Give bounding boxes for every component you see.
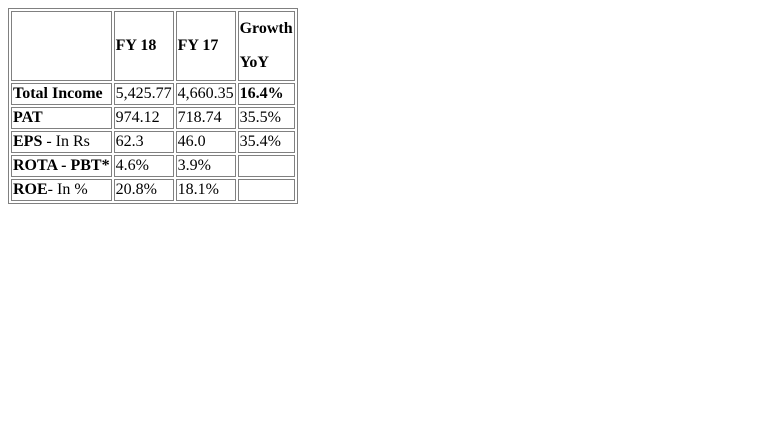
header-fy17: FY 17 <box>175 11 236 81</box>
table-row: ROE- In % 20.8% 18.1% <box>11 179 295 201</box>
cell-growth <box>237 179 295 201</box>
cell-fy17: 718.74 <box>175 107 236 129</box>
cell-fy17: 46.0 <box>175 131 236 153</box>
header-growth-yoy: Growth YoY <box>237 11 295 81</box>
row-label-bold: ROTA - PBT* <box>13 157 110 174</box>
table-row: Total Income 5,425.77 4,660.35 16.4% <box>11 83 295 105</box>
cell-fy18: 974.12 <box>113 107 174 129</box>
cell-growth: 35.4% <box>237 131 295 153</box>
table-header-row: FY 18 FY 17 Growth YoY <box>11 11 295 81</box>
cell-fy18: 4.6% <box>113 155 174 177</box>
table-row: PAT 974.12 718.74 35.5% <box>11 107 295 129</box>
row-label-rest: - In % <box>47 181 88 198</box>
table-row: EPS - In Rs 62.3 46.0 35.4% <box>11 131 295 153</box>
row-label-bold: Total Income <box>13 85 103 102</box>
row-label-bold: EPS <box>13 133 43 150</box>
header-empty-cell <box>11 11 112 81</box>
row-label: PAT <box>11 107 112 129</box>
cell-fy18: 20.8% <box>113 179 174 201</box>
cell-fy17: 18.1% <box>175 179 236 201</box>
row-label-rest: - In Rs <box>42 133 90 150</box>
table-row: ROTA - PBT* 4.6% 3.9% <box>11 155 295 177</box>
cell-fy18: 62.3 <box>113 131 174 153</box>
header-growth-line2: YoY <box>239 54 269 71</box>
cell-growth: 16.4% <box>237 83 295 105</box>
header-growth-line1: Growth <box>239 20 293 37</box>
row-label-bold: PAT <box>13 109 43 126</box>
row-label: EPS - In Rs <box>11 131 112 153</box>
cell-growth: 35.5% <box>237 107 295 129</box>
financial-summary-table: FY 18 FY 17 Growth YoY Total Income 5,42… <box>8 8 298 204</box>
row-label-bold: ROE <box>13 181 48 198</box>
cell-fy17: 3.9% <box>175 155 236 177</box>
header-fy18: FY 18 <box>113 11 174 81</box>
cell-fy18: 5,425.77 <box>113 83 174 105</box>
row-label: ROE- In % <box>11 179 112 201</box>
cell-fy17: 4,660.35 <box>175 83 236 105</box>
cell-growth <box>237 155 295 177</box>
row-label: ROTA - PBT* <box>11 155 112 177</box>
row-label: Total Income <box>11 83 112 105</box>
